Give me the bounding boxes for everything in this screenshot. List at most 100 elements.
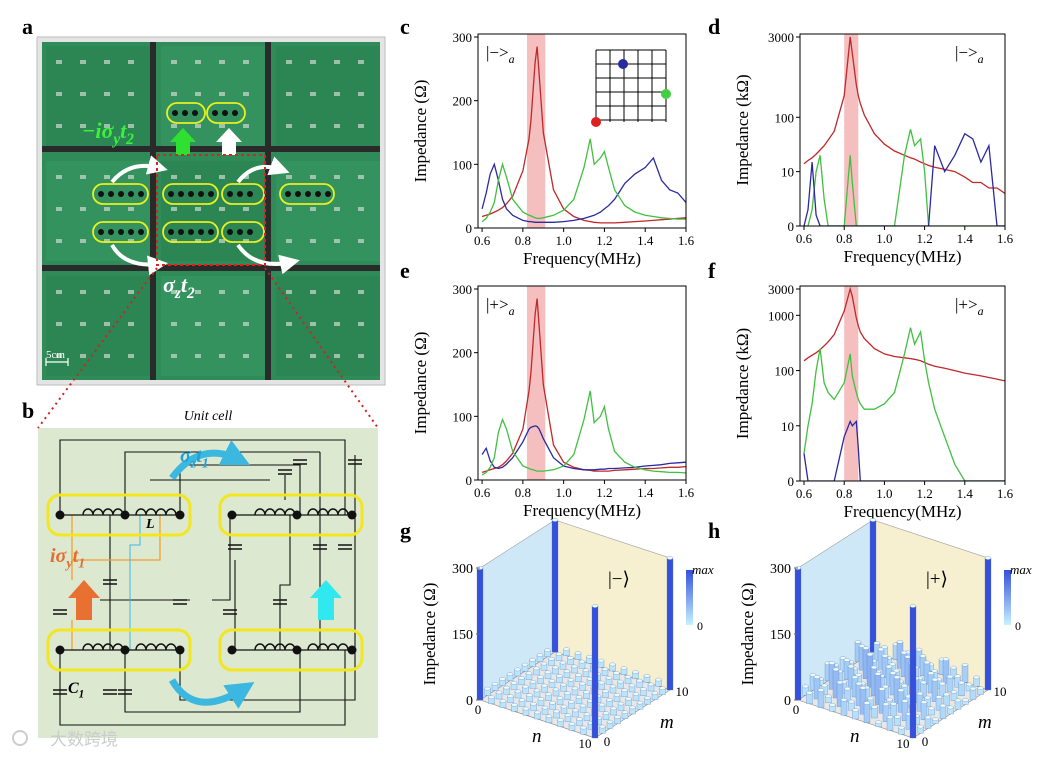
capacitor xyxy=(173,599,187,605)
bar-top xyxy=(571,686,579,691)
x-axis-label: Frequency(MHz) xyxy=(843,247,961,266)
x-tick-label: 0.6 xyxy=(796,486,813,501)
hopping-label: σzt1 xyxy=(180,445,209,472)
chip xyxy=(171,92,177,96)
chip xyxy=(334,60,340,64)
bar-top xyxy=(605,676,613,680)
chip xyxy=(219,354,225,358)
chip xyxy=(219,124,225,128)
bar-top xyxy=(866,652,874,657)
hopping-label-part: t xyxy=(181,272,188,297)
chip xyxy=(171,60,177,64)
bar-top xyxy=(552,665,559,670)
wire xyxy=(59,439,346,515)
chip xyxy=(104,175,110,179)
chip xyxy=(56,60,62,64)
bar-top xyxy=(575,673,582,677)
y-tick-label: 100 xyxy=(775,110,795,125)
site-oval xyxy=(92,183,149,205)
bar xyxy=(591,605,599,739)
x-tick-label: 1.2 xyxy=(596,485,612,500)
watermark-text: 大数跨境 xyxy=(50,730,118,750)
capacitor xyxy=(53,689,67,695)
capacitor xyxy=(118,689,132,695)
hopping-label: σzt2 xyxy=(163,272,195,302)
state-label-part: a xyxy=(978,304,984,318)
y-tick-label: 300 xyxy=(453,30,473,45)
chip xyxy=(195,207,201,211)
chip xyxy=(243,354,249,358)
panel-label: g xyxy=(400,518,411,543)
block-arrow xyxy=(310,580,342,620)
bar-top xyxy=(873,641,881,645)
plot-frame xyxy=(799,33,1006,227)
bar-top xyxy=(599,724,606,729)
bar-top xyxy=(563,647,570,651)
site-box xyxy=(46,493,192,537)
bar-top xyxy=(886,697,893,702)
bar-top xyxy=(901,699,909,703)
bar-top xyxy=(488,695,495,699)
bar-top xyxy=(829,703,836,707)
chip xyxy=(195,92,201,96)
bar xyxy=(886,717,894,731)
panel-label: d xyxy=(708,14,720,39)
bar-top xyxy=(602,689,609,693)
chip xyxy=(104,92,110,96)
bar-top xyxy=(813,675,821,679)
chip xyxy=(334,322,340,326)
x-tick-label: 0.8 xyxy=(515,233,531,248)
colorbar-label: 0 xyxy=(1015,619,1021,633)
bar-top xyxy=(806,691,813,695)
site-dot xyxy=(192,110,198,116)
bar-top xyxy=(869,518,877,522)
bar-top xyxy=(886,715,894,719)
bar-top xyxy=(556,674,563,678)
site-dot xyxy=(222,110,228,116)
site-dot xyxy=(172,110,178,116)
y-axis-label: m xyxy=(978,712,992,733)
site-dot xyxy=(98,191,104,197)
colorbar-label: 0 xyxy=(697,619,703,633)
arrow-green xyxy=(170,128,196,155)
bar-top xyxy=(854,640,862,644)
unit-cell-box xyxy=(156,154,266,266)
highlight-band xyxy=(844,286,859,481)
bar-top xyxy=(870,665,878,670)
bar-top xyxy=(621,688,628,692)
bar xyxy=(958,682,965,696)
chip xyxy=(128,175,134,179)
bar-top xyxy=(625,697,632,701)
chip xyxy=(195,60,201,64)
site-dot xyxy=(118,229,124,235)
node xyxy=(292,645,302,655)
chip xyxy=(56,175,62,179)
bar-top xyxy=(962,698,969,702)
hopping-label: iσyt1 xyxy=(50,545,85,572)
site-dot xyxy=(178,191,184,197)
chip xyxy=(195,124,201,128)
chip xyxy=(286,124,292,128)
bar-top xyxy=(518,676,525,680)
chip xyxy=(310,92,316,96)
z-axis-label: Impedance (Ω) xyxy=(738,583,757,686)
bar-top xyxy=(867,696,874,701)
bar-top xyxy=(643,674,651,678)
chip xyxy=(128,322,134,326)
hop-arrow xyxy=(168,678,255,709)
chip xyxy=(128,124,134,128)
bar-top xyxy=(544,648,551,652)
x-tick-label: 1.6 xyxy=(997,486,1014,501)
chip xyxy=(56,207,62,211)
bar-top xyxy=(651,691,659,695)
chip xyxy=(310,290,316,294)
x-tick-label: 0.6 xyxy=(474,485,491,500)
bar xyxy=(666,557,674,691)
x-tick-label: 0.8 xyxy=(836,231,852,246)
bar-top xyxy=(629,705,636,710)
bar-top xyxy=(602,711,610,715)
bar-top xyxy=(851,675,859,679)
bar-top xyxy=(522,706,530,711)
y-tick-label: 0 xyxy=(604,734,611,749)
wire xyxy=(72,515,161,561)
